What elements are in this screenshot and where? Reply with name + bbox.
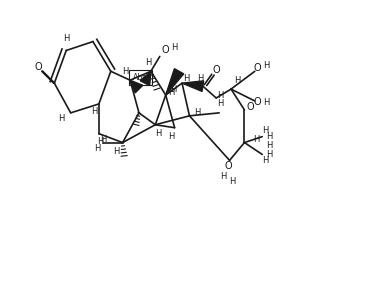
FancyBboxPatch shape <box>129 70 152 85</box>
Polygon shape <box>140 71 151 86</box>
Text: H: H <box>63 34 69 43</box>
Polygon shape <box>166 69 184 95</box>
Text: Abs: Abs <box>134 73 148 82</box>
Text: H: H <box>197 74 203 83</box>
Text: H: H <box>229 177 236 186</box>
Text: H: H <box>266 132 273 141</box>
Text: H: H <box>262 156 269 165</box>
Text: H: H <box>91 107 98 116</box>
Text: H: H <box>113 147 120 156</box>
Text: O: O <box>254 63 261 73</box>
Text: H: H <box>94 144 101 153</box>
Text: H: H <box>263 98 270 107</box>
Text: H: H <box>263 61 270 70</box>
Text: O: O <box>254 97 261 108</box>
Text: H: H <box>59 114 65 123</box>
Text: H: H <box>172 43 178 52</box>
Text: H: H <box>234 76 240 85</box>
Text: H: H <box>194 108 200 117</box>
Text: H: H <box>217 91 224 99</box>
Text: H: H <box>170 85 176 94</box>
Text: O: O <box>34 62 42 72</box>
Polygon shape <box>182 81 204 91</box>
Text: H: H <box>169 88 175 97</box>
Text: O: O <box>247 102 254 112</box>
Text: H: H <box>169 132 175 141</box>
Text: H: H <box>220 172 227 181</box>
Text: H: H <box>97 137 104 146</box>
Text: H: H <box>262 126 269 135</box>
Text: H: H <box>183 74 190 83</box>
Text: H: H <box>122 67 129 76</box>
Text: H: H <box>266 141 273 150</box>
Text: O: O <box>224 161 232 171</box>
Text: H: H <box>155 129 162 138</box>
Text: H: H <box>217 99 224 108</box>
Text: H: H <box>100 135 107 144</box>
Polygon shape <box>130 80 143 93</box>
Text: H: H <box>145 58 151 67</box>
Text: H: H <box>253 135 260 144</box>
Text: O: O <box>212 65 220 75</box>
Text: O: O <box>162 45 169 56</box>
Text: H: H <box>266 150 273 159</box>
